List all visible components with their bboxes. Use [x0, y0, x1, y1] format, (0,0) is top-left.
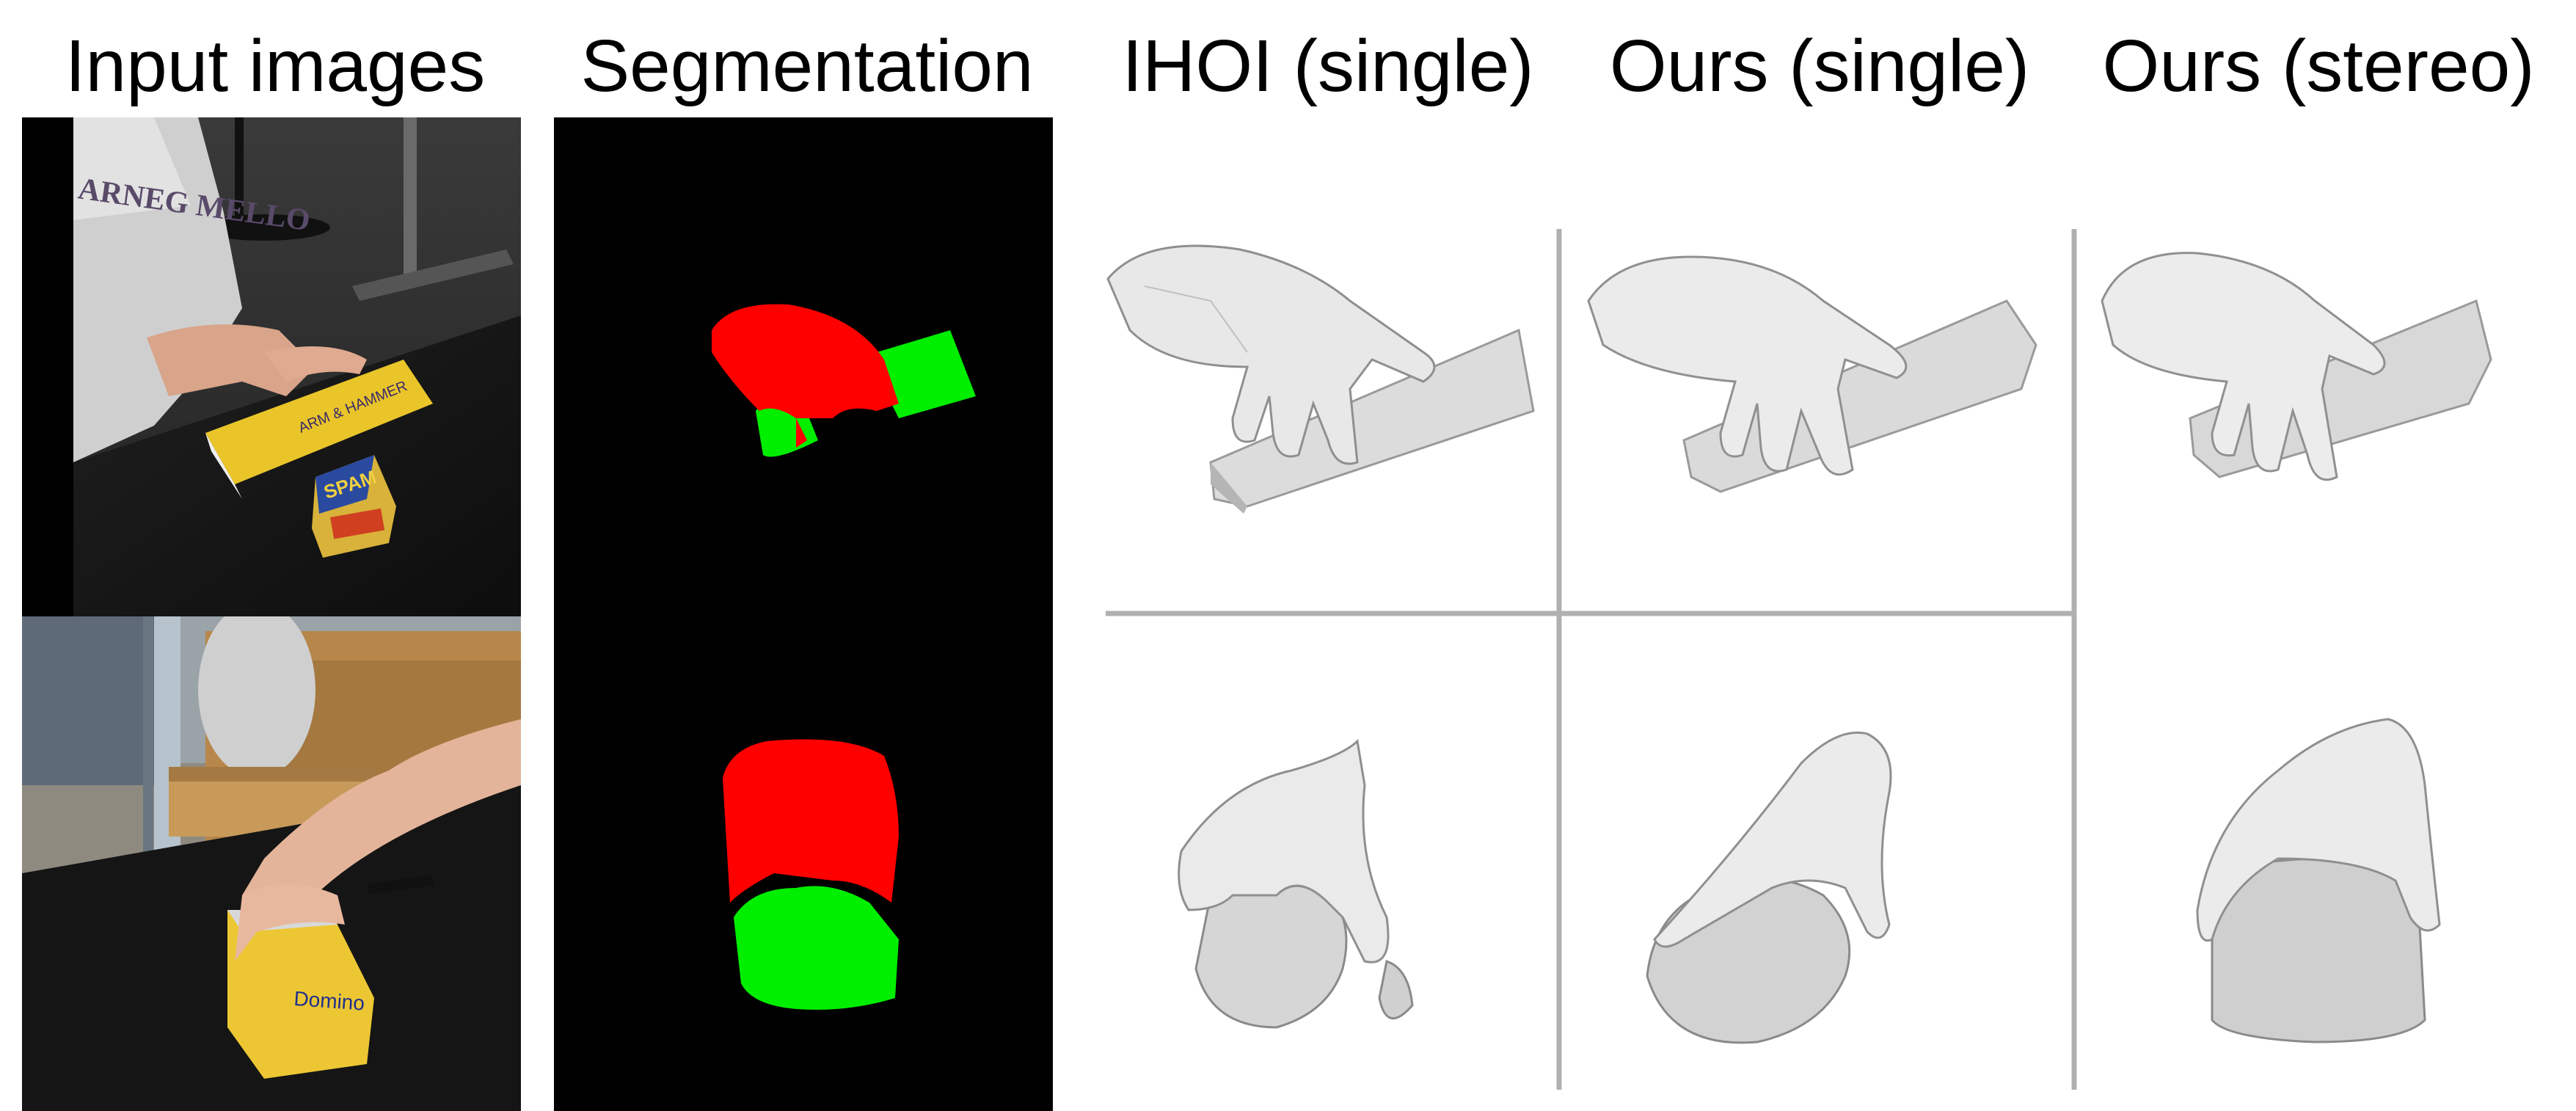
mesh-ihoi-top: [1079, 220, 1548, 528]
segmentation-mask-bottom: [554, 616, 1053, 1111]
title-input-images: Input images: [65, 25, 486, 107]
input-photo-bottom: Domino: [22, 616, 521, 1111]
segmentation-mask-top: [554, 117, 1053, 616]
title-ihoi-single: IHOI (single): [1122, 25, 1534, 107]
title-segmentation: Segmentation: [580, 25, 1034, 107]
mesh-ours-single-bottom: [1625, 719, 1963, 1057]
mesh-ihoi-bottom: [1167, 726, 1475, 1049]
title-ours-single: Ours (single): [1609, 25, 2030, 107]
mesh-ours-single-top: [1574, 227, 2065, 521]
mesh-ours-stereo-bottom: [2183, 712, 2462, 1057]
input-photo-top: ARNEG MELLO ARM & HAMMER SPAM: [22, 117, 521, 616]
title-ours-stereo: Ours (stereo): [2102, 25, 2535, 107]
box-label-bottom: Domino: [293, 987, 365, 1015]
mesh-ours-stereo-top: [2095, 235, 2506, 521]
